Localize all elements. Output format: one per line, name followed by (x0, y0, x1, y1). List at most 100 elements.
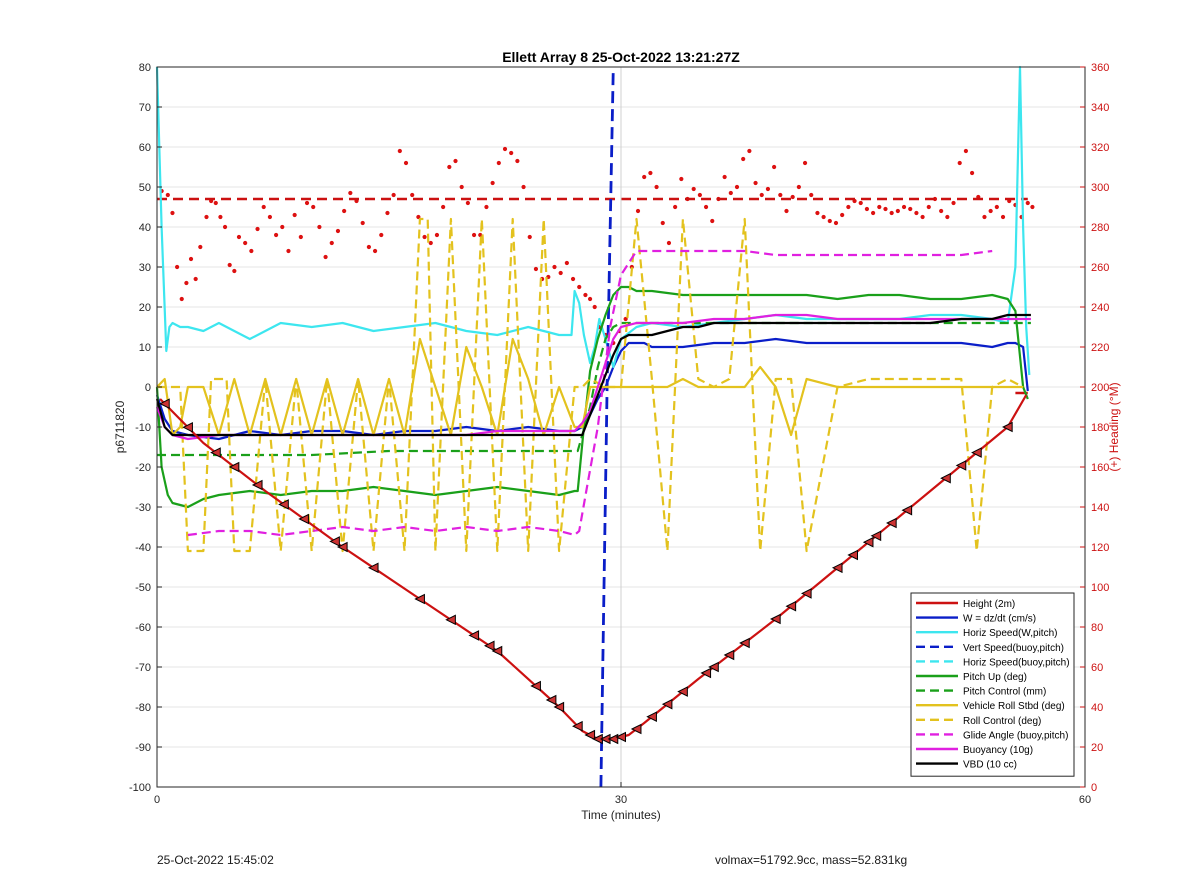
heading-point (883, 206, 888, 212)
x-tick-label: 60 (1079, 794, 1091, 806)
series-line (155, 313, 1031, 437)
legend-label: Height (2m) (963, 599, 1015, 610)
heading-point (465, 200, 470, 206)
heading-point (236, 234, 242, 240)
height-marker (182, 421, 193, 433)
y-right-tick-label: 280 (1091, 222, 1109, 234)
series-line (155, 65, 1031, 376)
height-marker (530, 680, 541, 692)
heading-point (951, 200, 956, 206)
heading-point (372, 248, 378, 254)
heading-point (453, 158, 458, 164)
heading-point (635, 208, 641, 214)
legend-label: W = dz/dt (cm/s) (963, 614, 1036, 625)
height-marker (661, 698, 673, 710)
heading-point (809, 192, 814, 198)
heading-point (969, 170, 975, 176)
height-marker (723, 649, 735, 661)
heading-point (348, 190, 353, 196)
heading-point (753, 180, 758, 186)
heading-point (587, 296, 593, 302)
height-marker (228, 461, 240, 473)
height-marker (298, 513, 309, 525)
heading-point (846, 204, 851, 210)
height-marker (278, 499, 289, 510)
heading-point (329, 240, 334, 246)
heading-point (342, 208, 347, 214)
heading-point (184, 280, 189, 286)
tick-labels: 80706050403020100-10-20-30-40-50-60-70-8… (129, 62, 1109, 806)
heading-point (323, 254, 328, 260)
y-tick-label: -90 (135, 742, 151, 754)
heading-point (790, 194, 795, 200)
heading-point (765, 186, 771, 192)
y-right-tick-label: 60 (1091, 662, 1103, 674)
y-right-tick-label: 20 (1091, 742, 1103, 754)
heading-point (360, 220, 365, 226)
heading-point (1025, 200, 1030, 206)
y-tick-label: -50 (135, 582, 151, 594)
legend-label: Vehicle Roll Stbd (deg) (963, 701, 1065, 712)
height-marker (607, 733, 619, 745)
heading-point (815, 210, 820, 216)
heading-point (249, 248, 254, 254)
y-tick-label: 40 (139, 222, 151, 234)
heading-point (533, 266, 539, 272)
heading-point (710, 218, 715, 224)
heading-point (833, 220, 839, 226)
heading-point (648, 170, 653, 176)
height-marker (367, 562, 379, 574)
legend: Height (2m) W = dz/dt (cm/s) Horiz Speed(W… (910, 592, 1075, 777)
heading-point (558, 270, 563, 276)
heading-point (428, 240, 433, 246)
heading-point (471, 232, 477, 238)
y-right-tick-label: 200 (1091, 382, 1109, 394)
y-tick-label: -20 (135, 462, 151, 474)
height-marker (971, 447, 982, 458)
y-tick-label: -70 (135, 662, 151, 674)
heading-point (734, 184, 740, 190)
heading-point (778, 192, 783, 198)
heading-point (728, 190, 733, 196)
height-marker (770, 613, 781, 625)
height-marker (491, 645, 503, 657)
heading-point (552, 264, 557, 270)
x-tick-label: 0 (154, 794, 160, 806)
heading-point (179, 296, 184, 302)
y-tick-label: 0 (145, 382, 151, 394)
series-line (187, 249, 993, 537)
heading-point (280, 224, 285, 230)
height-marker (572, 720, 583, 732)
heading-point (379, 232, 384, 238)
heading-point (802, 160, 808, 166)
y-right-tick-label: 340 (1091, 102, 1109, 114)
heading-point (317, 224, 322, 230)
heading-point (920, 214, 925, 220)
heading-point (397, 148, 402, 154)
heading-point (165, 192, 170, 198)
y-right-tick-label: 100 (1091, 582, 1109, 594)
y-right-tick-label: 320 (1091, 142, 1109, 154)
heading-point (994, 204, 999, 210)
y-right-tick-label: 240 (1091, 302, 1109, 314)
heading-point (988, 208, 993, 214)
y-right-axis-label: (+) Heading (°M) (1107, 382, 1121, 471)
heading-point (654, 184, 659, 190)
y-right-tick-label: 160 (1091, 462, 1109, 474)
heading-point (311, 204, 316, 210)
height-marker (831, 562, 843, 574)
heading-point (796, 184, 801, 190)
height-marker (901, 504, 913, 516)
heading-point (490, 180, 495, 186)
heading-point (335, 228, 341, 234)
height-marker (862, 536, 874, 548)
y-tick-label: -30 (135, 502, 151, 514)
heading-point (827, 218, 832, 224)
heading-point (945, 214, 950, 220)
y-right-tick-label: 260 (1091, 262, 1109, 274)
y-tick-label: 30 (139, 262, 151, 274)
heading-point (871, 210, 876, 216)
y-right-tick-label: 140 (1091, 502, 1109, 514)
heading-point (697, 192, 702, 198)
heading-point (691, 186, 696, 192)
